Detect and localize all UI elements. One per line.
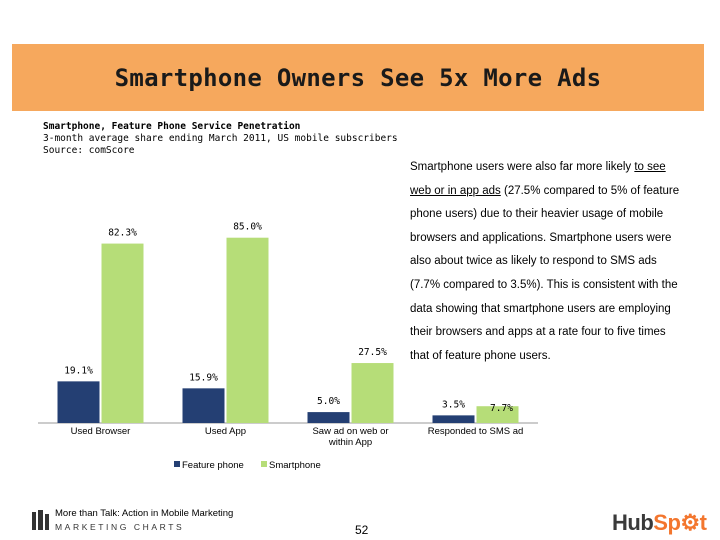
bar-smartphone [226, 237, 269, 423]
data-label: 85.0% [233, 222, 262, 233]
bar-feature-phone [182, 388, 225, 423]
chart-source: Source: comScore [43, 145, 135, 156]
hubspot-logo-sprocket-icon: ⚙ [680, 510, 700, 535]
footer-brand: MARKETING CHARTS [55, 522, 185, 532]
data-label: 19.1% [64, 365, 93, 376]
hubspot-logo-text-hub: Hub [612, 510, 654, 535]
hubspot-logo-text-end: t [699, 510, 707, 535]
bar-feature-phone [57, 381, 100, 423]
bar-smartphone [101, 243, 144, 423]
legend-label: Feature phone [182, 460, 244, 471]
category-label: Used Browser [71, 426, 131, 437]
chart-subtitle: Smartphone, Feature Phone Service Penetr… [43, 121, 301, 132]
category-label: Saw ad on web or [312, 426, 388, 437]
category-label: Used App [205, 426, 246, 437]
description-text: Smartphone users were also far more like… [410, 156, 680, 368]
data-label: 15.9% [189, 372, 218, 383]
slide-title: Smartphone Owners See 5x More Ads [114, 63, 602, 92]
legend-label: Smartphone [269, 460, 321, 471]
description-link[interactable]: to see web or in app ads [410, 161, 666, 197]
legend-swatch-feature-phone [174, 461, 180, 467]
data-label: 82.3% [108, 228, 137, 239]
description-part-2: (27.5% compared to 5% of feature phone u… [410, 184, 680, 362]
footer-caption: More than Talk: Action in Mobile Marketi… [55, 508, 234, 519]
hubspot-logo: HubSp⚙t [612, 510, 707, 536]
marketing-charts-logo-icon [32, 510, 49, 530]
data-label: 27.5% [358, 347, 387, 358]
data-label: 3.5% [442, 399, 465, 410]
data-label: 7.7% [490, 403, 513, 414]
bar-feature-phone [432, 415, 475, 423]
legend-swatch-smartphone [261, 461, 267, 467]
description-part-1: Smartphone users were also far more like… [410, 161, 635, 173]
category-label: Responded to SMS ad [428, 426, 524, 437]
chart-period: 3-month average share ending March 2011,… [43, 133, 398, 144]
data-label: 5.0% [317, 396, 340, 407]
bar-smartphone [351, 363, 394, 423]
bar-feature-phone [307, 412, 350, 423]
bar-smartphone [476, 406, 519, 423]
hubspot-logo-text-spot: Sp [653, 510, 681, 535]
title-band: Smartphone Owners See 5x More Ads [12, 44, 704, 111]
page-number: 52 [355, 523, 369, 537]
category-label: within App [328, 437, 372, 448]
